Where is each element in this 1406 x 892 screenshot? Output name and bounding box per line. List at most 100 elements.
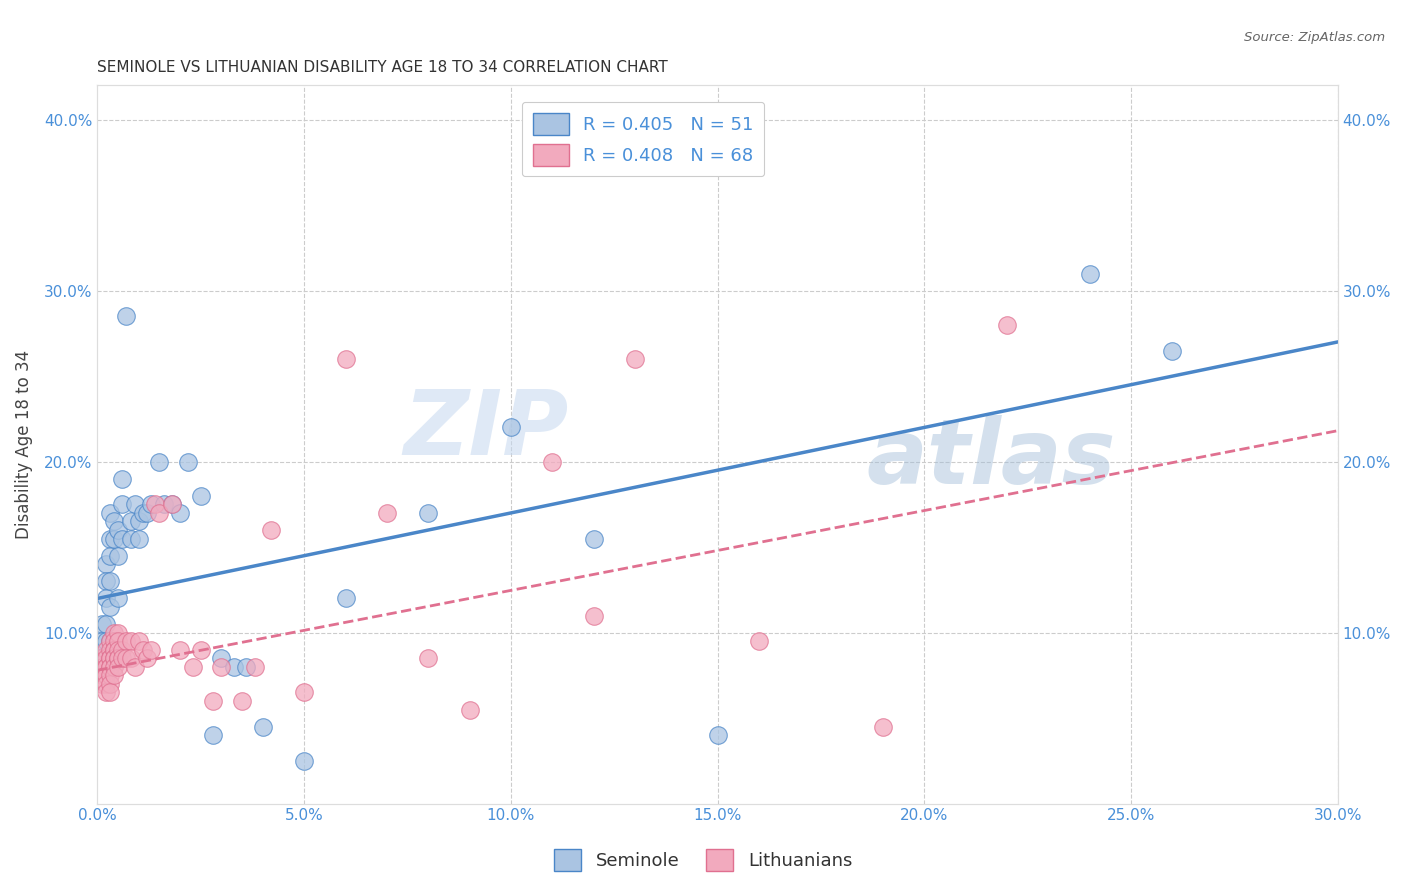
Legend: R = 0.405   N = 51, R = 0.408   N = 68: R = 0.405 N = 51, R = 0.408 N = 68: [522, 102, 765, 177]
Point: [107, 549, 129, 563]
Point: [107, 660, 129, 674]
Point: [111, 497, 134, 511]
Point: [103, 642, 125, 657]
Point: [98, 506, 121, 520]
Point: [98, 685, 121, 699]
Point: [98, 634, 121, 648]
Point: [128, 515, 150, 529]
Point: [98, 549, 121, 563]
Point: [128, 532, 150, 546]
Text: Source: ZipAtlas.com: Source: ZipAtlas.com: [1244, 31, 1385, 45]
Point: [98, 651, 121, 665]
Point: [98, 642, 121, 657]
Point: [103, 651, 125, 665]
Point: [143, 497, 166, 511]
Point: [115, 651, 138, 665]
Point: [98, 677, 121, 691]
Point: [103, 515, 125, 529]
Point: [94, 591, 117, 606]
Point: [418, 506, 440, 520]
Point: [103, 532, 125, 546]
Point: [90, 651, 112, 665]
Point: [94, 574, 117, 589]
Point: [235, 660, 257, 674]
Point: [211, 660, 233, 674]
Point: [132, 642, 155, 657]
Point: [202, 728, 225, 742]
Point: [706, 728, 728, 742]
Point: [98, 634, 121, 648]
Point: [94, 617, 117, 632]
Point: [995, 318, 1018, 332]
Point: [90, 651, 112, 665]
Point: [107, 523, 129, 537]
Point: [872, 720, 894, 734]
Legend: Seminole, Lithuanians: Seminole, Lithuanians: [547, 842, 859, 879]
Text: atlas: atlas: [866, 415, 1116, 503]
Point: [107, 642, 129, 657]
Point: [103, 642, 125, 657]
Point: [107, 634, 129, 648]
Text: SEMINOLE VS LITHUANIAN DISABILITY AGE 18 TO 34 CORRELATION CHART: SEMINOLE VS LITHUANIAN DISABILITY AGE 18…: [97, 60, 668, 75]
Point: [98, 660, 121, 674]
Point: [90, 634, 112, 648]
Point: [132, 506, 155, 520]
Point: [120, 515, 142, 529]
Point: [94, 558, 117, 572]
Point: [107, 625, 129, 640]
Point: [624, 352, 647, 367]
Point: [98, 574, 121, 589]
Point: [292, 754, 315, 768]
Point: [128, 634, 150, 648]
Point: [103, 634, 125, 648]
Point: [169, 506, 191, 520]
Point: [111, 642, 134, 657]
Point: [90, 617, 112, 632]
Point: [98, 532, 121, 546]
Point: [107, 591, 129, 606]
Point: [177, 455, 200, 469]
Point: [115, 310, 138, 324]
Y-axis label: Disability Age 18 to 34: Disability Age 18 to 34: [15, 350, 32, 539]
Point: [90, 660, 112, 674]
Point: [107, 651, 129, 665]
Point: [115, 634, 138, 648]
Point: [120, 651, 142, 665]
Point: [141, 497, 163, 511]
Point: [136, 651, 159, 665]
Point: [94, 660, 117, 674]
Point: [94, 677, 117, 691]
Point: [458, 702, 481, 716]
Point: [90, 677, 112, 691]
Point: [98, 599, 121, 614]
Point: [418, 651, 440, 665]
Point: [94, 642, 117, 657]
Point: [335, 352, 357, 367]
Point: [98, 668, 121, 682]
Point: [141, 642, 163, 657]
Point: [111, 472, 134, 486]
Point: [190, 489, 212, 503]
Point: [120, 532, 142, 546]
Point: [160, 497, 183, 511]
Point: [169, 642, 191, 657]
Point: [103, 668, 125, 682]
Point: [120, 634, 142, 648]
Point: [582, 608, 605, 623]
Point: [292, 685, 315, 699]
Point: [94, 634, 117, 648]
Point: [148, 506, 170, 520]
Point: [582, 532, 605, 546]
Point: [90, 668, 112, 682]
Text: ZIP: ZIP: [404, 386, 569, 475]
Point: [103, 625, 125, 640]
Point: [94, 668, 117, 682]
Point: [94, 651, 117, 665]
Point: [243, 660, 266, 674]
Point: [94, 660, 117, 674]
Point: [98, 651, 121, 665]
Point: [152, 497, 174, 511]
Point: [1078, 267, 1101, 281]
Point: [211, 651, 233, 665]
Point: [136, 506, 159, 520]
